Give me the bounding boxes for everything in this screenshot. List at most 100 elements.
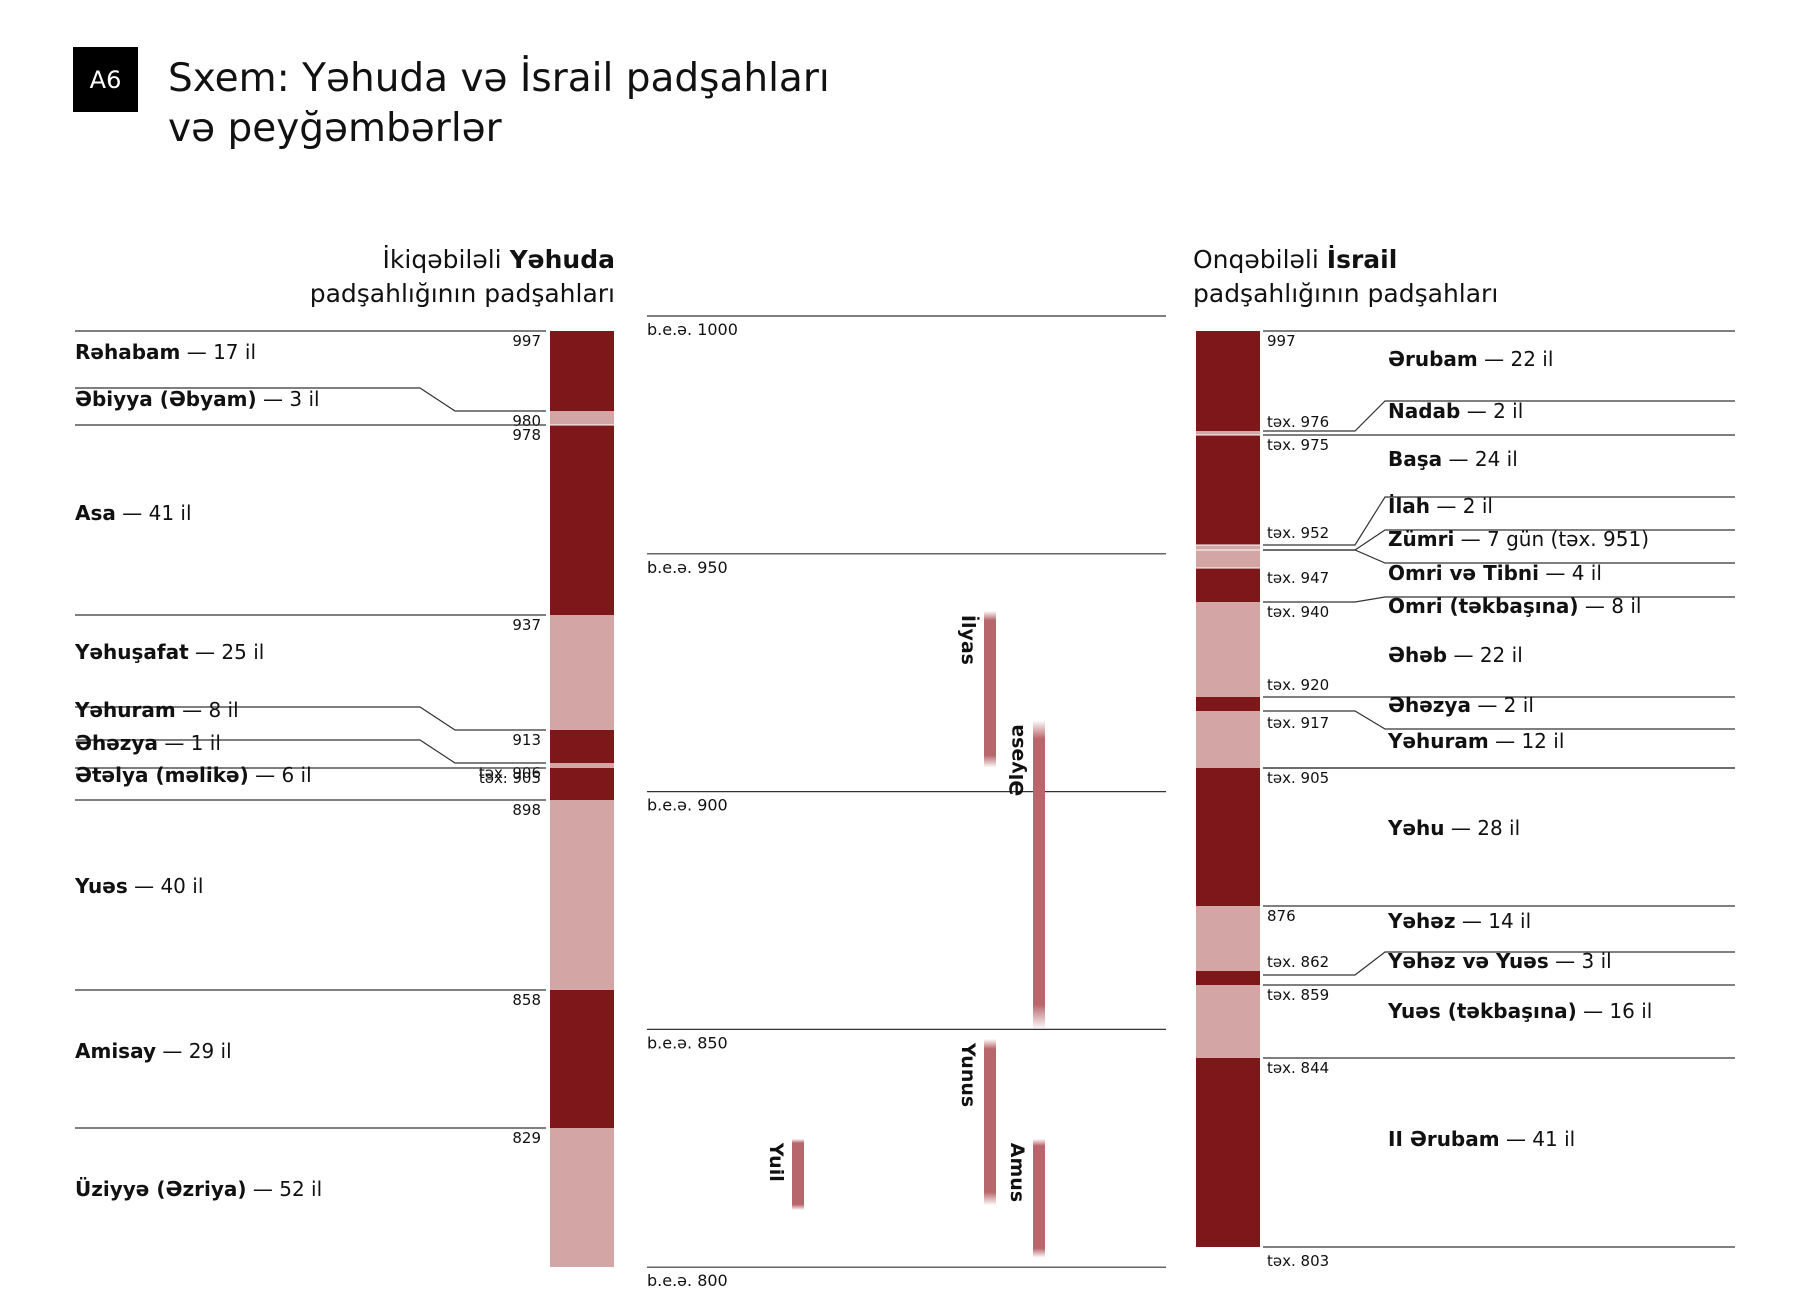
- israel-king-12-name: Yəhəz və Yuəs: [1387, 949, 1549, 973]
- israel-reign-bar-5: [1196, 568, 1260, 602]
- israel-king-9-name: Yəhuram: [1387, 729, 1489, 753]
- israel-king-9-reign: — 12 il: [1489, 729, 1565, 753]
- judah-king-6: Ətəlya (məlikə) — 6 il: [75, 763, 312, 787]
- israel-reign-bar-6: [1196, 602, 1260, 697]
- israel-reign-bar-8: [1196, 711, 1260, 768]
- judah-king-8-name: Amisay: [75, 1039, 156, 1063]
- judah-king-5-name: Əhəzya: [75, 731, 158, 755]
- page-title: Sxem: Yəhuda və İsrail padşahları və pey…: [168, 54, 830, 154]
- judah-reign-bar-0: [550, 331, 614, 411]
- israel-king-6: Omri (təkbaşına) — 8 il: [1388, 594, 1641, 618]
- israel-king-7-name: Əhəb: [1388, 643, 1447, 667]
- prophet-label-2: Yunus: [957, 1042, 979, 1107]
- israel-king-11-name: Yəhəz: [1387, 909, 1456, 933]
- israel-king-7: Əhəb — 22 il: [1388, 643, 1523, 667]
- israel-reign-bar-2: [1196, 435, 1260, 545]
- judah-king-3: Yəhuşafat — 25 il: [74, 640, 264, 664]
- judah-column-heading: İkiqəbiləli Yəhuda padşahlığının padşahl…: [310, 243, 615, 311]
- israel-year-label-0: 997: [1267, 332, 1296, 350]
- judah-king-0-reign: — 17 il: [180, 340, 256, 364]
- israel-king-8-name: Əhəzya: [1388, 693, 1471, 717]
- judah-divider-5: [75, 739, 546, 764]
- judah-king-1-name: Əbiyya (Əbyam): [75, 387, 257, 411]
- judah-reign-bar-9: [550, 1128, 614, 1267]
- prophet-bar-2: [984, 1038, 996, 1206]
- judah-king-6-reign: — 6 il: [249, 763, 312, 787]
- israel-king-4-reign: — 7 gün (təx. 951): [1454, 527, 1649, 551]
- israel-king-10-name: Yəhu: [1387, 816, 1445, 840]
- judah-year-label-8: 858: [512, 991, 541, 1009]
- israel-year-label-11: 876: [1267, 907, 1296, 925]
- judah-heading-pre: İkiqəbiləli: [382, 245, 510, 274]
- judah-year-label-4: 913: [512, 731, 541, 749]
- judah-divider-4: [75, 706, 546, 731]
- israel-year-label-5: təx. 947: [1267, 569, 1329, 587]
- israel-reign-bar-4: [1196, 550, 1260, 568]
- prophet-bar-4: [792, 1138, 804, 1211]
- israel-year-label-14: təx. 844: [1267, 1059, 1329, 1077]
- israel-king-6-reign: — 8 il: [1579, 594, 1642, 618]
- israel-king-3-reign: — 2 il: [1430, 494, 1493, 518]
- israel-year-label-8: təx. 917: [1267, 714, 1329, 732]
- israel-king-1-name: Nadab: [1388, 399, 1460, 423]
- prophet-label-4: Yuil: [765, 1142, 787, 1182]
- prophet-bar-1: [1033, 720, 1045, 1030]
- prophet-bar-3: [1033, 1138, 1045, 1258]
- judah-king-4: Yəhuram — 8 il: [74, 698, 239, 722]
- title-line-1: Sxem: Yəhuda və İsrail padşahları: [168, 56, 830, 101]
- israel-divider-6: [1263, 596, 1735, 603]
- israel-king-4: Zümri — 7 gün (təx. 951): [1388, 527, 1649, 551]
- israel-heading-line-1: Onqəbiləli İsrail: [1193, 243, 1498, 277]
- israel-king-10: Yəhu — 28 il: [1387, 816, 1520, 840]
- israel-king-8: Əhəzya — 2 il: [1388, 693, 1534, 717]
- israel-reign-bar-13: [1196, 985, 1260, 1058]
- judah-heading-line-2: padşahlığının padşahları: [309, 279, 615, 308]
- israel-king-12-reign: — 3 il: [1549, 949, 1612, 973]
- judah-reign-bar-2: [550, 425, 614, 615]
- judah-year-label-7: 898: [512, 801, 541, 819]
- israel-king-11-reign: — 14 il: [1456, 909, 1532, 933]
- judah-king-0: Rəhabam — 17 il: [75, 340, 256, 364]
- judah-reign-bar-3: [550, 615, 614, 730]
- judah-king-7-reign: — 40 il: [128, 874, 204, 898]
- israel-king-0: Ərubam — 22 il: [1388, 347, 1553, 371]
- timeline-tick-label-0: b.e.ə. 1000: [647, 320, 738, 339]
- israel-year-label-2: təx. 975: [1267, 436, 1329, 454]
- prophet-bar-0: [984, 610, 996, 768]
- judah-king-0-name: Rəhabam: [75, 340, 180, 364]
- israel-king-13-reign: — 16 il: [1577, 999, 1653, 1023]
- israel-king-14-name: II Ərubam: [1388, 1127, 1500, 1151]
- judah-king-3-reign: — 25 il: [189, 640, 265, 664]
- israel-column-heading: Onqəbiləli İsrail padşahlığının padşahla…: [1193, 243, 1498, 311]
- israel-reign-bar-11: [1196, 906, 1260, 971]
- israel-king-1-reign: — 2 il: [1460, 399, 1523, 423]
- judah-king-1: Əbiyya (Əbyam) — 3 il: [75, 387, 320, 411]
- israel-divider-1: [1263, 400, 1735, 432]
- judah-king-1-reign: — 3 il: [257, 387, 320, 411]
- israel-king-14: II Ərubam — 41 il: [1388, 1127, 1575, 1151]
- judah-reign-bar-1: [550, 411, 614, 425]
- judah-year-label-9: 829: [512, 1129, 541, 1147]
- israel-divider-8: [1263, 710, 1735, 730]
- israel-divider-3: [1263, 496, 1735, 546]
- judah-king-6-name: Ətəlya (məlikə): [75, 763, 249, 787]
- israel-divider-12: [1263, 951, 1735, 976]
- israel-king-0-reign: — 22 il: [1478, 347, 1554, 371]
- israel-king-4-name: Zümri: [1388, 527, 1454, 551]
- prophet-label-1: Əlyəsa: [1006, 724, 1028, 796]
- israel-king-7-reign: — 22 il: [1447, 643, 1523, 667]
- israel-year-label-10: təx. 905: [1267, 769, 1329, 787]
- judah-reign-bar-7: [550, 800, 614, 990]
- title-line-2: və peyğəmbərlər: [168, 106, 502, 151]
- judah-divider-1: [75, 387, 546, 412]
- israel-reign-bar-10: [1196, 768, 1260, 906]
- judah-king-7-name: Yuəs: [74, 874, 128, 898]
- judah-king-9: Üziyyə (Əzriya) — 52 il: [75, 1177, 322, 1201]
- judah-reign-bar-8: [550, 990, 614, 1128]
- judah-heading-bold: Yəhuda: [509, 245, 615, 274]
- israel-king-2-reign: — 24 il: [1442, 447, 1518, 471]
- section-badge: A6: [73, 47, 138, 112]
- timeline-tick-label-1: b.e.ə. 950: [647, 558, 728, 577]
- judah-king-4-reign: — 8 il: [176, 698, 239, 722]
